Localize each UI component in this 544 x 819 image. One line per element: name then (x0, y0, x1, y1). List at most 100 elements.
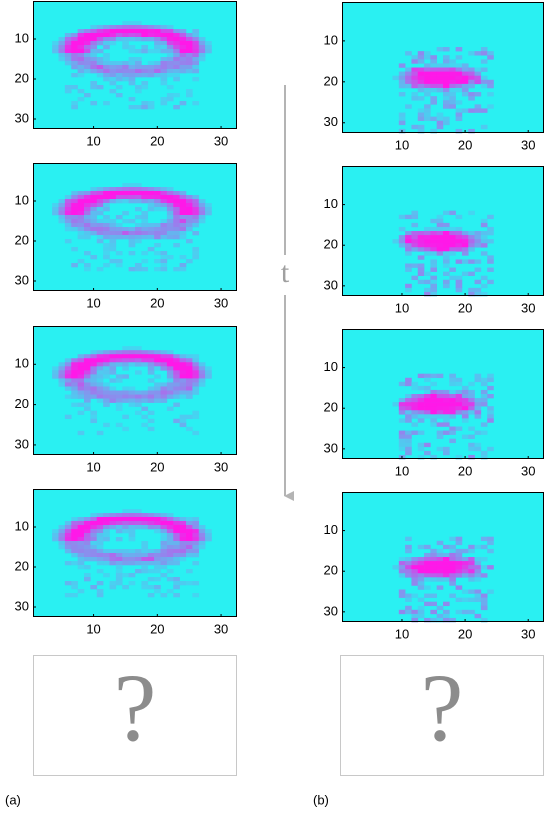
heatmap-cell (77, 545, 85, 550)
heatmap-cell (115, 61, 123, 66)
heatmap-cell (179, 418, 187, 424)
heatmap-cell (480, 394, 488, 399)
heatmap-cell (411, 557, 419, 562)
heatmap-cell (141, 525, 149, 530)
heatmap-cell (96, 227, 104, 232)
heatmap-cell (186, 215, 193, 220)
y-tick-label: 30 (15, 272, 29, 287)
heatmap-cell (141, 565, 149, 570)
heatmap-cell (449, 544, 456, 550)
heatmap-cell (480, 79, 488, 85)
heatmap-cell (96, 73, 104, 78)
heatmap-cell (115, 569, 123, 574)
heatmap-cell (84, 382, 91, 387)
heatmap-cell (205, 45, 212, 50)
heatmap-cell (122, 235, 129, 240)
heatmap-cell (96, 85, 104, 90)
heatmap-cell (424, 557, 431, 562)
heatmap-cell (461, 418, 469, 423)
heatmap-cell (449, 79, 456, 85)
heatmap-cell (487, 92, 494, 97)
heatmap-cell (430, 573, 437, 578)
heatmap-cell (160, 565, 168, 570)
heatmap-cell (430, 557, 437, 562)
heatmap-cell (90, 386, 98, 391)
heatmap-cell (109, 187, 117, 192)
heatmap-cell (77, 61, 85, 66)
heatmap-cell (154, 553, 161, 558)
heatmap-cell (90, 45, 98, 50)
heatmap-cell (411, 414, 419, 419)
heatmap-cell (179, 422, 187, 428)
heatmap-cell (147, 223, 155, 228)
heatmap-cell (192, 45, 200, 50)
heatmap-cell (411, 394, 419, 399)
heatmap-cell (90, 390, 98, 395)
heatmap-cell (179, 366, 187, 371)
heatmap-cell (398, 442, 406, 448)
heatmap-cell (160, 227, 168, 232)
heatmap-cell (160, 541, 168, 546)
heatmap-cell (128, 25, 136, 30)
heatmap-cell (160, 362, 168, 367)
heatmap-cell (179, 362, 187, 367)
heatmap-cell (173, 191, 180, 196)
heatmap-cell (103, 243, 110, 248)
heatmap-cell (405, 597, 412, 602)
heatmap-cell (84, 207, 91, 212)
heatmap-cell (430, 287, 437, 293)
heatmap-cell (109, 223, 117, 228)
heatmap-cell (436, 422, 444, 427)
heatmap-cell (64, 561, 72, 566)
heatmap-cell (166, 199, 174, 204)
heatmap-cell (90, 25, 98, 30)
heatmap-cell (455, 426, 463, 431)
heatmap-cell (109, 25, 117, 30)
heatmap-cell (109, 259, 117, 264)
heatmap-cell (192, 370, 200, 375)
heatmap-cell (173, 231, 180, 236)
heatmap-cell (179, 267, 187, 272)
heatmap-cell (173, 227, 180, 232)
heatmap-cell (443, 389, 450, 395)
heatmap-cell (186, 378, 193, 383)
heatmap-cell (398, 406, 406, 411)
heatmap-cell (58, 366, 66, 371)
heatmap-cell (173, 29, 180, 34)
heatmap-cell (192, 65, 200, 70)
heatmap-cell (480, 573, 488, 578)
heatmap-cell (71, 247, 78, 252)
heatmap-cell (84, 394, 91, 399)
heatmap-cell (128, 29, 136, 34)
heatmap-cell (58, 537, 66, 542)
heatmap-cell (186, 374, 193, 379)
heatmap-cell (192, 41, 200, 46)
heatmap-cell (166, 235, 174, 240)
heatmap-cell (192, 203, 200, 208)
heatmap-cell (405, 394, 412, 399)
heatmap-cell (173, 382, 180, 387)
heatmap-cell (154, 227, 161, 232)
heatmap-cell (128, 521, 136, 526)
heatmap-cell (115, 525, 123, 530)
heatmap-cell (436, 557, 444, 562)
heatmap-cell (122, 354, 129, 359)
heatmap-cell (474, 79, 482, 85)
heatmap-cell (411, 609, 419, 615)
heatmap-cell (480, 593, 488, 598)
heatmap-cell (436, 605, 444, 611)
heatmap-cell (430, 128, 437, 134)
heatmap-cell (173, 69, 180, 74)
heatmap-cell (147, 195, 155, 200)
heatmap-cell (430, 218, 437, 224)
heatmap-cell (71, 402, 78, 407)
y-tick-label: 20 (15, 396, 29, 411)
heatmap-cell (109, 354, 117, 359)
heatmap-cell (474, 279, 482, 285)
heatmap-cell (455, 275, 463, 281)
heatmap-cell (147, 61, 155, 66)
heatmap-cell (141, 545, 149, 550)
heatmap-cell (109, 553, 117, 558)
heatmap-cell (128, 267, 136, 272)
